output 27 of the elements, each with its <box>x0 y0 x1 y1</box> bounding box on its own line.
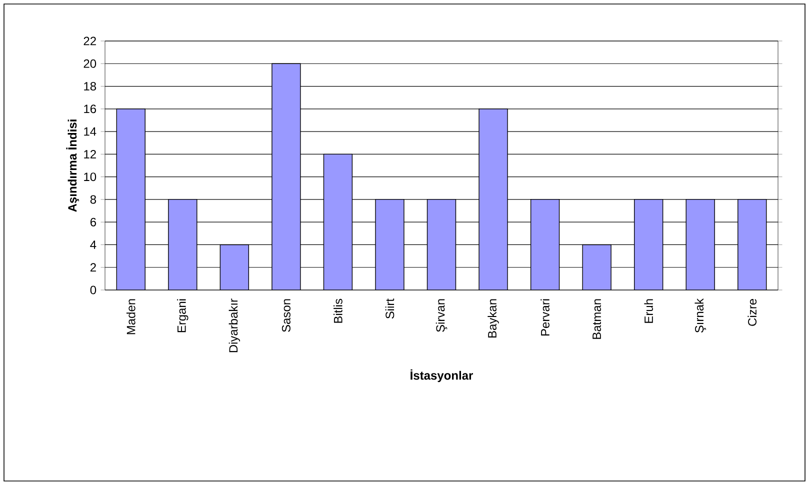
x-tick-label: Ergani <box>177 299 188 332</box>
y-tick-label: 0 <box>90 286 96 294</box>
y-tick-label: 12 <box>84 150 96 158</box>
y-tick-label: 6 <box>90 218 96 226</box>
x-axis-title: İstasyonlar <box>410 369 473 382</box>
x-tick-label: Maden <box>126 299 136 334</box>
y-tick-label: 14 <box>84 127 96 136</box>
y-tick-label: 10 <box>84 172 96 182</box>
x-tick-label: Cizre <box>748 298 757 326</box>
y-tick-label: 16 <box>84 104 96 114</box>
y-tick-label: 22 <box>84 36 96 46</box>
x-tick-label: Sason <box>282 299 290 332</box>
x-tick-label: Baykan <box>488 299 499 338</box>
y-tick-label: 8 <box>90 195 96 204</box>
x-tick-label: Bitlis <box>334 298 342 323</box>
x-tick-label: Şırnak <box>694 298 706 333</box>
y-axis-title: Aşındırma İndisi <box>66 120 79 212</box>
y-tick-label: 20 <box>84 59 96 68</box>
y-tick-label: 2 <box>90 263 96 272</box>
y-tick-label: 4 <box>90 240 96 249</box>
x-tick-label: Diyarbakır <box>228 298 240 352</box>
x-tick-label: Şirvan <box>436 299 448 332</box>
y-tick-label: 18 <box>84 82 96 91</box>
x-tick-label: Pervari <box>540 299 550 336</box>
x-tick-label: Siirt <box>385 298 394 319</box>
x-tick-label: Eruh <box>644 299 653 323</box>
x-tick-label: Batman <box>592 299 602 339</box>
